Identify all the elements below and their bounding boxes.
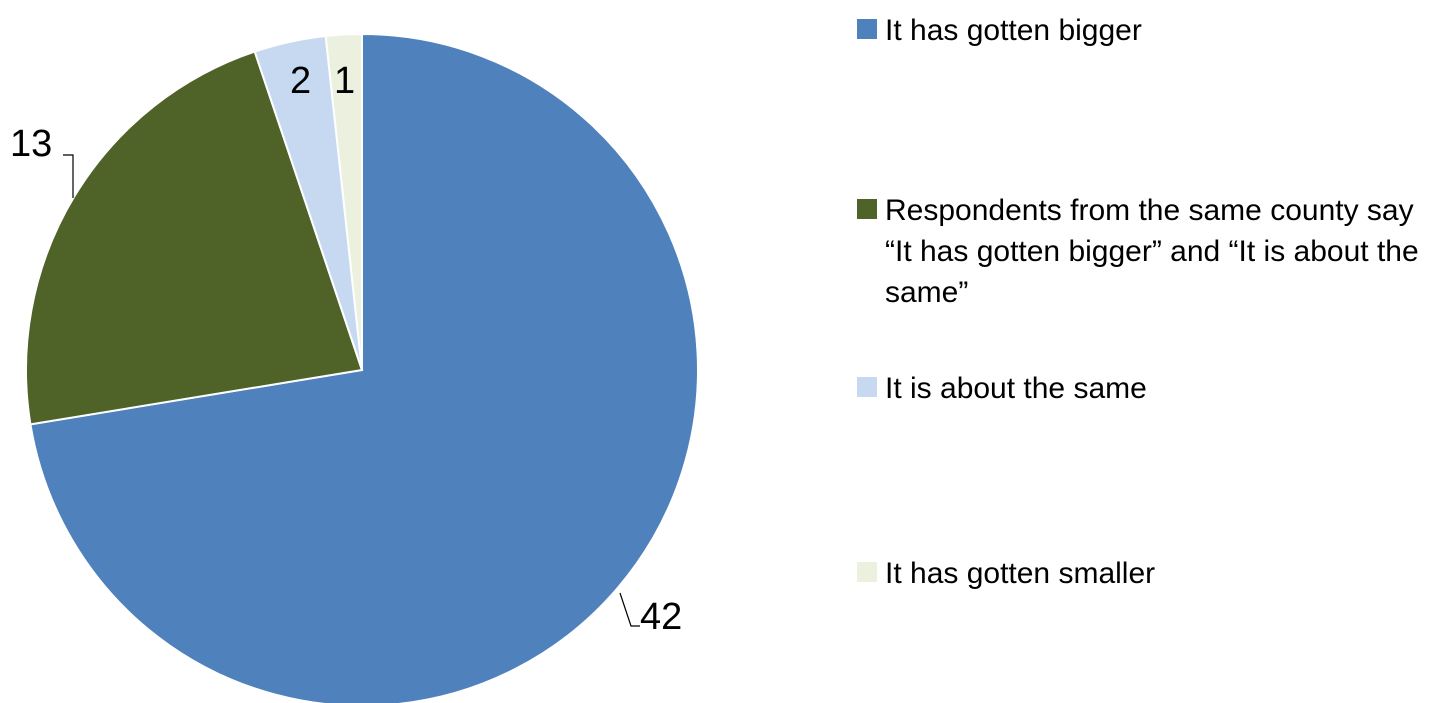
data-label-about-same: 2 bbox=[290, 60, 311, 102]
pie-slice-same-county bbox=[25, 50, 364, 426]
pie-slice-gotten-smaller bbox=[324, 32, 363, 371]
legend-swatch-gotten-bigger bbox=[857, 19, 877, 39]
legend-label-about-same: It is about the same bbox=[885, 372, 1147, 405]
data-label-gotten-bigger: 42 bbox=[640, 596, 682, 638]
legend-swatch-same-county bbox=[857, 199, 877, 219]
pie-slice-gotten-bigger bbox=[29, 32, 699, 703]
legend: It has gotten bigger Respondents from th… bbox=[857, 0, 1436, 703]
legend-label-gotten-smaller: It has gotten smaller bbox=[885, 557, 1156, 590]
legend-swatch-gotten-smaller bbox=[857, 562, 877, 582]
legend-item-same-county: Respondents from the same county say “It… bbox=[857, 190, 1430, 313]
legend-item-gotten-bigger: It has gotten bigger bbox=[857, 10, 1430, 51]
legend-swatch-about-same bbox=[857, 377, 877, 397]
legend-item-gotten-smaller: It has gotten smaller bbox=[857, 553, 1430, 594]
data-label-gotten-smaller: 1 bbox=[334, 60, 355, 102]
data-label-same-county: 13 bbox=[10, 123, 52, 165]
pie-chart: 42 13 2 1 bbox=[10, 32, 699, 703]
legend-label-same-county: Respondents from the same county say “It… bbox=[885, 194, 1419, 309]
leader-line-same-county bbox=[63, 154, 74, 198]
legend-label-gotten-bigger: It has gotten bigger bbox=[885, 14, 1142, 47]
leader-line-gotten-bigger bbox=[619, 592, 640, 627]
legend-item-about-same: It is about the same bbox=[857, 368, 1430, 409]
